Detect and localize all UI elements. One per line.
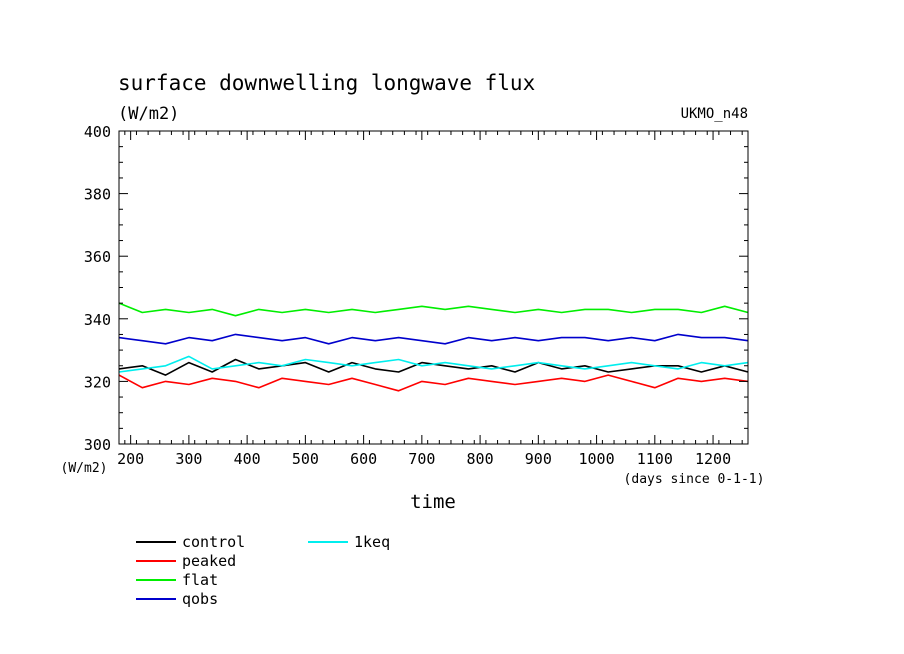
x-tick-label: 600 [350,450,377,468]
y-tick-label: 320 [84,373,111,391]
series-line-1keq [118,355,749,373]
model-label: UKMO_n48 [681,106,748,122]
series-line-flat [118,302,749,317]
x-axis: 200 300 400 500 600 700 800 900 1000 1100 1200 [117,131,743,468]
x-tick-label: 1000 [579,450,615,468]
x-tick-label: 400 [234,450,261,468]
y-axis: 300 320 340 360 380 400 [84,123,748,454]
x-axis-label: time [410,491,456,513]
legend-label: control [182,533,245,551]
y-tick-label: 400 [84,123,111,141]
y-tick-label: 300 [84,436,111,454]
chart-title: surface downwelling longwave flux [118,71,535,95]
y-units-label: (W/m2) [61,461,108,476]
y-tick-label: 340 [84,311,111,329]
x-tick-label: 700 [408,450,435,468]
series-line-peaked [118,374,749,392]
y-tick-label: 360 [84,248,111,266]
series-layer [118,302,749,392]
y-tick-label: 380 [84,186,111,204]
plot-frame [118,130,749,445]
x-tick-label: 500 [292,450,319,468]
legend-label: peaked [182,552,236,570]
legend-label: 1keq [354,533,390,551]
x-tick-label: 800 [467,450,494,468]
legend-label: flat [182,571,218,589]
x-tick-label: 200 [117,450,144,468]
x-tick-label: 1200 [695,450,731,468]
series-line-qobs [118,333,749,345]
units-label: (W/m2) [118,104,179,124]
x-tick-label: 1100 [637,450,673,468]
legend-label: qobs [182,590,218,608]
x-tick-label: 300 [175,450,202,468]
x-units-label: (days since 0-1-1) [624,472,765,487]
series-line-control [118,358,749,376]
x-tick-label: 900 [525,450,552,468]
